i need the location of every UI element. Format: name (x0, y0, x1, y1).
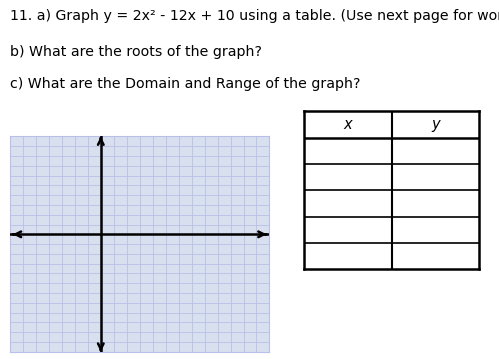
Text: y: y (431, 117, 440, 132)
Text: b) What are the roots of the graph?: b) What are the roots of the graph? (10, 45, 262, 59)
Text: x: x (344, 117, 352, 132)
Text: c) What are the Domain and Range of the graph?: c) What are the Domain and Range of the … (10, 77, 360, 91)
Text: 11. a) Graph y = 2x² - 12x + 10 using a table. (Use next page for work): 11. a) Graph y = 2x² - 12x + 10 using a … (10, 9, 499, 23)
